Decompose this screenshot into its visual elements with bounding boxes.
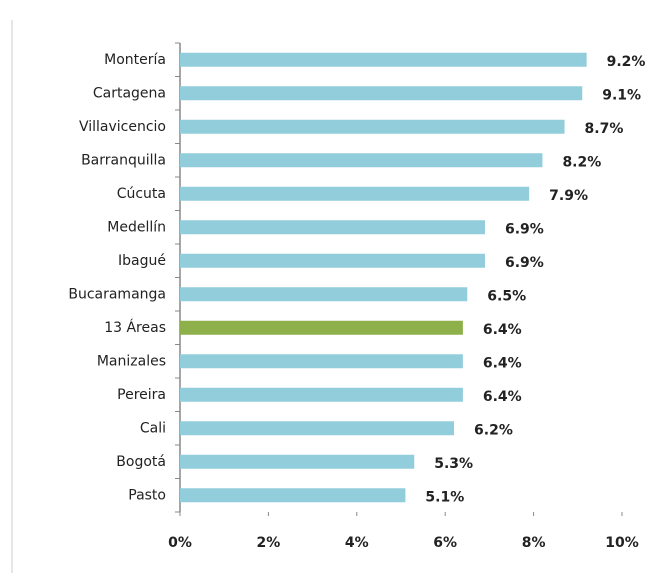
bar xyxy=(180,287,468,302)
bar xyxy=(180,253,485,268)
value-label: 5.3% xyxy=(434,456,473,472)
value-label: 6.4% xyxy=(483,389,522,405)
value-label: 5.1% xyxy=(425,489,464,505)
y-tick-label: Bogotá xyxy=(116,454,166,470)
y-tick-label: Cali xyxy=(140,420,166,436)
bar xyxy=(180,220,485,235)
bar xyxy=(180,488,406,503)
value-label: 9.1% xyxy=(602,87,641,103)
value-label: 7.9% xyxy=(549,188,588,204)
bar xyxy=(180,186,530,201)
y-tick-label: Barranquilla xyxy=(81,152,166,168)
value-label: 6.5% xyxy=(487,288,526,304)
y-tick-label: Pasto xyxy=(128,487,166,503)
bar xyxy=(180,387,463,402)
value-label: 8.7% xyxy=(585,121,624,137)
value-label: 6.4% xyxy=(483,322,522,338)
y-tick-label: Medellín xyxy=(107,219,166,235)
bar xyxy=(180,119,565,134)
y-tick-label: Pereira xyxy=(117,387,166,403)
value-label: 8.2% xyxy=(562,154,601,170)
value-label: 6.2% xyxy=(474,422,513,438)
x-tick-label: 0% xyxy=(168,535,192,551)
y-tick-label: Villavicencio xyxy=(79,119,166,135)
x-tick-label: 8% xyxy=(522,535,546,551)
y-tick-label: Montería xyxy=(104,52,166,68)
bar xyxy=(180,354,463,369)
value-label: 6.9% xyxy=(505,255,544,271)
value-label: 6.9% xyxy=(505,221,544,237)
x-tick-label: 10% xyxy=(605,535,639,551)
x-tick-label: 6% xyxy=(433,535,457,551)
x-tick-label: 4% xyxy=(345,535,369,551)
y-tick-label: Bucaramanga xyxy=(68,286,166,302)
bar xyxy=(180,421,455,436)
bar xyxy=(180,52,587,67)
y-tick-label: Manizales xyxy=(97,353,166,369)
value-label: 9.2% xyxy=(607,54,646,70)
bar xyxy=(180,454,415,469)
y-tick-label: 13 Áreas xyxy=(104,319,166,336)
x-tick-label: 2% xyxy=(257,535,281,551)
bar xyxy=(180,153,543,168)
y-tick-label: Ibagué xyxy=(118,253,166,269)
y-tick-label: Cúcuta xyxy=(117,186,166,202)
y-tick-label: Cartagena xyxy=(93,85,166,101)
bar xyxy=(180,320,463,335)
value-label: 6.4% xyxy=(483,355,522,371)
bar xyxy=(180,86,583,101)
